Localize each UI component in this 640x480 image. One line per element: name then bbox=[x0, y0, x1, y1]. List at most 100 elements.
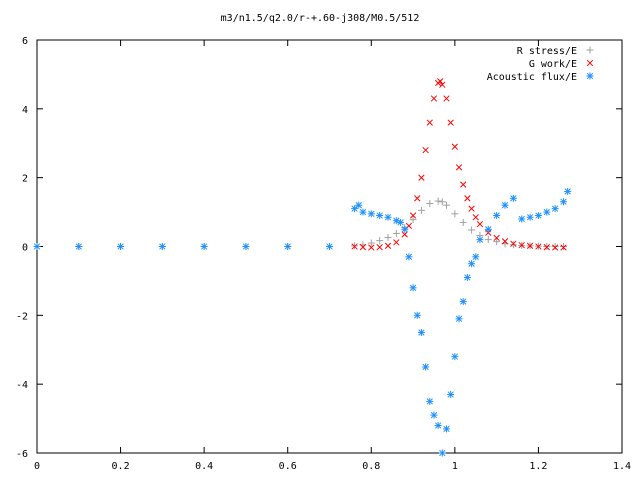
data-point bbox=[543, 208, 551, 216]
data-point bbox=[493, 212, 501, 220]
data-point bbox=[509, 241, 517, 249]
data-point bbox=[437, 78, 444, 85]
data-point bbox=[426, 199, 434, 207]
x-tick: 0.4 bbox=[195, 40, 213, 472]
y-tick-label: 4 bbox=[22, 105, 28, 116]
data-point bbox=[564, 187, 572, 195]
x-tick-label: 0.2 bbox=[112, 461, 130, 472]
data-point bbox=[551, 205, 559, 213]
data-point bbox=[443, 425, 450, 433]
data-point bbox=[460, 181, 467, 188]
data-point bbox=[476, 220, 484, 228]
x-tick-label: 0 bbox=[34, 461, 40, 472]
data-point bbox=[493, 234, 500, 242]
data-point bbox=[401, 231, 408, 238]
data-point bbox=[417, 329, 425, 337]
data-point bbox=[509, 194, 517, 202]
data-point bbox=[501, 201, 509, 209]
data-point bbox=[447, 390, 455, 398]
data-point bbox=[417, 206, 425, 214]
data-point bbox=[284, 243, 292, 250]
x-tick: 1.4 bbox=[613, 40, 631, 472]
series-3 bbox=[33, 187, 572, 457]
data-point bbox=[560, 243, 567, 250]
data-point bbox=[443, 201, 450, 209]
y-tick-label: -6 bbox=[16, 449, 28, 460]
data-point bbox=[351, 243, 358, 250]
data-point bbox=[484, 236, 492, 244]
data-point bbox=[510, 240, 517, 247]
data-point bbox=[551, 243, 559, 250]
data-point bbox=[409, 216, 417, 224]
x-tick-label: 0.6 bbox=[279, 461, 297, 472]
data-point bbox=[434, 421, 442, 429]
data-point bbox=[242, 243, 250, 250]
data-point bbox=[535, 243, 542, 250]
legend-entry: Acoustic flux/E bbox=[487, 72, 594, 83]
data-point bbox=[468, 260, 476, 268]
data-point bbox=[376, 212, 384, 220]
axis-ticks: 0 0.2 0.4 0.6 0.8 1 1.2 1.4 6 4 2 0 -2 -4 -6 bbox=[16, 36, 631, 472]
data-point bbox=[472, 214, 479, 221]
data-point bbox=[451, 353, 459, 361]
data-point bbox=[468, 226, 476, 234]
legend-marker bbox=[586, 72, 594, 80]
data-point bbox=[463, 273, 471, 281]
data-point bbox=[551, 244, 559, 251]
data-point bbox=[405, 222, 413, 230]
data-series bbox=[33, 78, 572, 457]
data-point bbox=[438, 198, 446, 206]
data-point bbox=[401, 225, 409, 233]
data-point bbox=[422, 363, 430, 371]
data-point bbox=[393, 239, 400, 246]
data-point bbox=[351, 205, 359, 213]
data-point bbox=[501, 238, 509, 245]
data-point bbox=[455, 164, 463, 171]
data-point bbox=[414, 195, 421, 202]
data-point bbox=[359, 208, 367, 216]
data-point bbox=[430, 411, 438, 419]
data-point bbox=[464, 195, 471, 202]
data-point bbox=[355, 201, 363, 209]
data-point bbox=[367, 239, 375, 247]
x-tick: 0.8 bbox=[362, 40, 380, 472]
legend-label: Acoustic flux/E bbox=[487, 72, 577, 83]
data-point bbox=[359, 244, 367, 251]
data-point bbox=[455, 315, 463, 323]
x-tick: 1 bbox=[452, 40, 458, 472]
series-2 bbox=[351, 78, 567, 251]
data-point bbox=[560, 198, 567, 206]
data-point bbox=[468, 205, 475, 212]
data-point bbox=[367, 210, 375, 218]
data-point bbox=[397, 218, 405, 226]
data-point bbox=[459, 218, 467, 226]
data-point bbox=[392, 229, 400, 237]
data-point bbox=[418, 174, 425, 181]
x-tick-label: 1.4 bbox=[613, 461, 631, 472]
y-tick: 2 bbox=[22, 174, 622, 185]
y-tick: -4 bbox=[16, 380, 622, 391]
x-tick: 1.2 bbox=[529, 40, 547, 472]
y-tick-label: 6 bbox=[22, 36, 28, 47]
data-point bbox=[459, 298, 467, 306]
x-tick: 0.6 bbox=[279, 40, 297, 472]
data-point bbox=[434, 197, 442, 205]
x-tick-label: 0.8 bbox=[362, 461, 380, 472]
data-point bbox=[413, 311, 421, 319]
data-point bbox=[560, 244, 567, 251]
legend-marker bbox=[586, 59, 594, 67]
data-point bbox=[526, 213, 534, 221]
data-point bbox=[484, 225, 492, 233]
data-point bbox=[426, 119, 433, 126]
y-tick-label: -4 bbox=[16, 380, 28, 391]
legend-label: G work/E bbox=[529, 59, 577, 70]
legend-entry: R stress/E bbox=[517, 46, 594, 57]
data-point bbox=[405, 253, 413, 261]
y-tick: 6 bbox=[22, 36, 622, 47]
y-tick-label: 0 bbox=[22, 243, 28, 254]
data-point bbox=[439, 81, 446, 88]
data-point bbox=[117, 243, 125, 250]
data-point bbox=[430, 95, 438, 102]
